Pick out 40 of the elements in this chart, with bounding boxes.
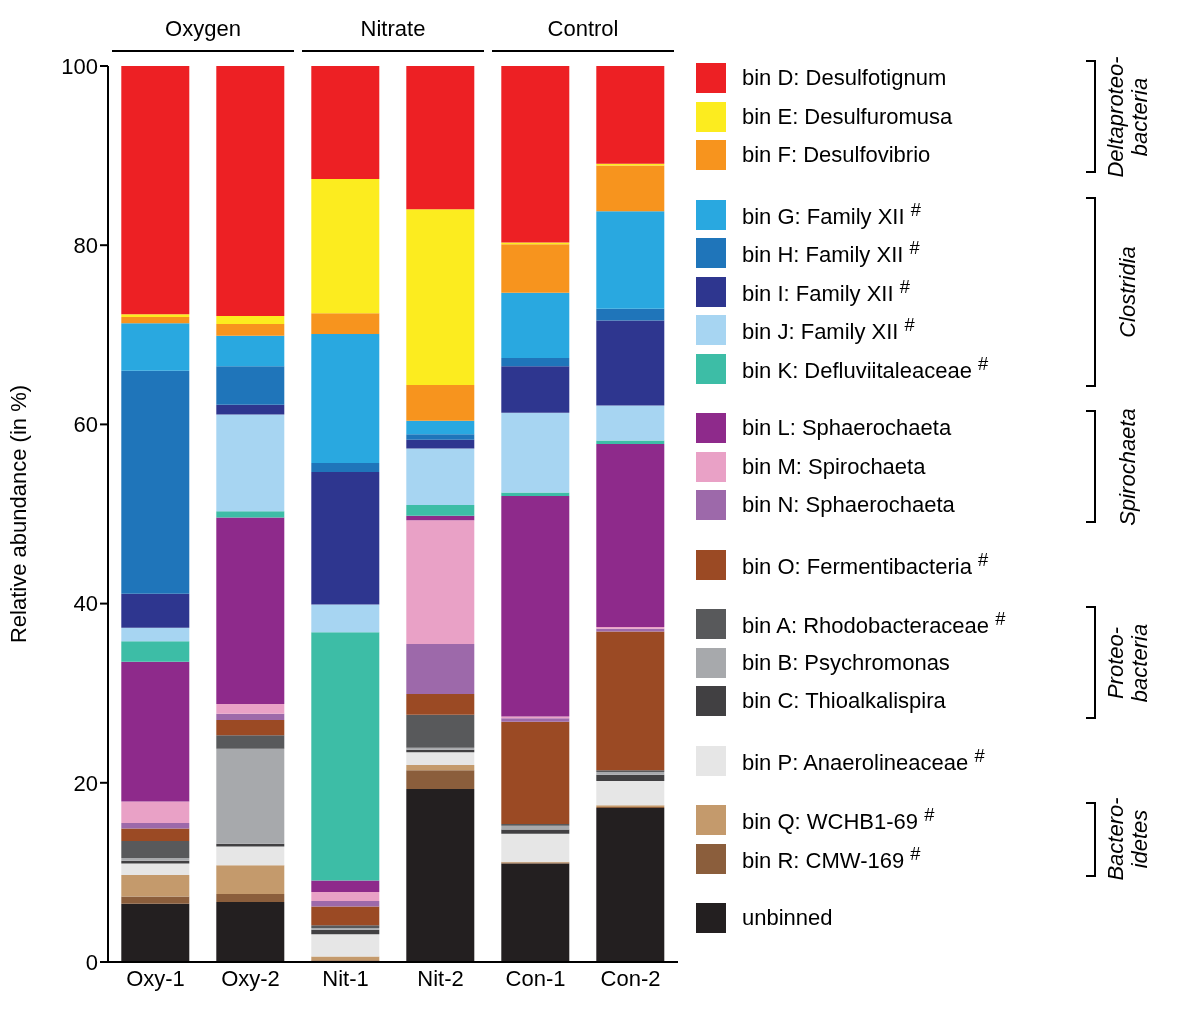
legend-label: bin F: Desulfovibrio <box>742 142 931 168</box>
text: Clostridia <box>1115 245 1140 338</box>
text: Spirochaeta <box>1115 407 1140 526</box>
text: Bactero- idetes <box>1103 797 1152 881</box>
x-tick-label: Oxy-2 <box>221 965 280 991</box>
text: Proteo- bacteria <box>1103 623 1152 702</box>
y-tick-label: 60 <box>73 412 98 438</box>
text: Deltaproteo- bacteria <box>1103 55 1152 178</box>
legend-label: bin G: Family XII $^{#}$ <box>742 198 921 231</box>
legend-label: bin Q: WCHB1-69 $^{#}$ <box>742 804 935 836</box>
y-axis-title: Relative abundance (in %) <box>5 384 31 644</box>
x-tick-label: Con-2 <box>600 965 661 991</box>
legend-label: bin R: CMW-169 $^{#}$ <box>742 842 921 875</box>
x-tick-label: Oxy-1 <box>126 965 185 991</box>
text: Control <box>492 16 674 52</box>
legend-label: bin E: Desulfuromusa <box>742 103 953 130</box>
y-tick-label: 20 <box>73 770 98 796</box>
legend-label: bin P: Anaerolineaceae $^{#}$ <box>742 744 985 777</box>
legend-label: bin H: Family XII $^{#}$ <box>742 237 920 269</box>
x-tick-label: Nit-1 <box>322 965 369 991</box>
legend-label: bin B: Psychromonas <box>742 649 950 676</box>
legend-label: bin N: Sphaerochaeta <box>742 492 955 518</box>
legend-label: bin D: Desulfotignum <box>742 65 947 91</box>
text: Oxygen <box>112 16 294 52</box>
x-tick-label: Con-1 <box>505 965 566 991</box>
legend-label: bin M: Spirochaeta <box>742 453 926 480</box>
legend-label: unbinned <box>742 905 833 931</box>
y-tick-label: 40 <box>73 591 98 617</box>
legend-label: bin A: Rhodobacteraceae $^{#}$ <box>742 608 1006 640</box>
y-tick-label: 0 <box>85 949 98 975</box>
legend-label: bin C: Thioalkalispira <box>742 688 946 714</box>
y-tick-label: 80 <box>73 233 98 259</box>
legend-label: bin K: Defluviitaleaceae $^{#}$ <box>742 352 989 385</box>
text: Nitrate <box>302 16 484 52</box>
legend-label: bin I: Family XII $^{#}$ <box>742 275 910 308</box>
x-tick-label: Nit-2 <box>417 965 464 991</box>
legend-label: bin O: Fermentibacteria $^{#}$ <box>742 548 989 581</box>
y-tick-label: 100 <box>61 53 98 79</box>
legend-label: bin J: Family XII $^{#}$ <box>742 314 915 346</box>
legend-label: bin L: Sphaerochaeta <box>742 415 952 441</box>
